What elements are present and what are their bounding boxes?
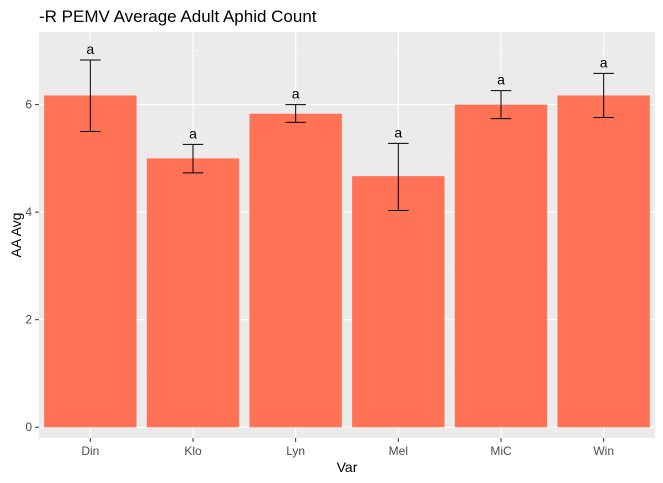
x-tick-label: MiC xyxy=(490,444,512,458)
x-tick-label: Klo xyxy=(184,444,202,458)
significance-label: a xyxy=(189,125,197,141)
plot-panel xyxy=(39,32,655,438)
y-tick-label: 4 xyxy=(25,205,32,219)
significance-label: a xyxy=(86,41,94,57)
bars xyxy=(44,95,650,428)
x-axis-title: Var xyxy=(337,459,358,475)
significance-labels: a a a a a a xyxy=(86,41,607,141)
x-tick-label: Din xyxy=(81,444,99,458)
y-axis-title: AA Avg xyxy=(8,213,24,258)
bar-din xyxy=(44,95,137,428)
bar-klo xyxy=(146,158,240,428)
y-tick-label: 0 xyxy=(25,420,32,434)
significance-label: a xyxy=(394,124,402,140)
bar-win xyxy=(557,95,650,428)
chart-title: -R PEMV Average Adult Aphid Count xyxy=(39,7,317,26)
bar-lyn xyxy=(249,113,342,428)
bar-mel xyxy=(352,176,445,428)
y-axis: 0 2 4 6 xyxy=(25,98,39,434)
y-tick-label: 2 xyxy=(25,313,32,327)
x-tick-label: Win xyxy=(593,444,614,458)
bar-mic xyxy=(454,104,548,428)
significance-label: a xyxy=(292,86,300,102)
significance-label: a xyxy=(497,72,505,88)
x-axis: Din Klo Lyn Mel MiC Win xyxy=(81,438,614,458)
error-bars xyxy=(80,59,614,212)
significance-label: a xyxy=(600,54,608,70)
x-tick-label: Mel xyxy=(389,444,408,458)
x-tick-label: Lyn xyxy=(286,444,305,458)
y-tick-label: 6 xyxy=(25,98,32,112)
